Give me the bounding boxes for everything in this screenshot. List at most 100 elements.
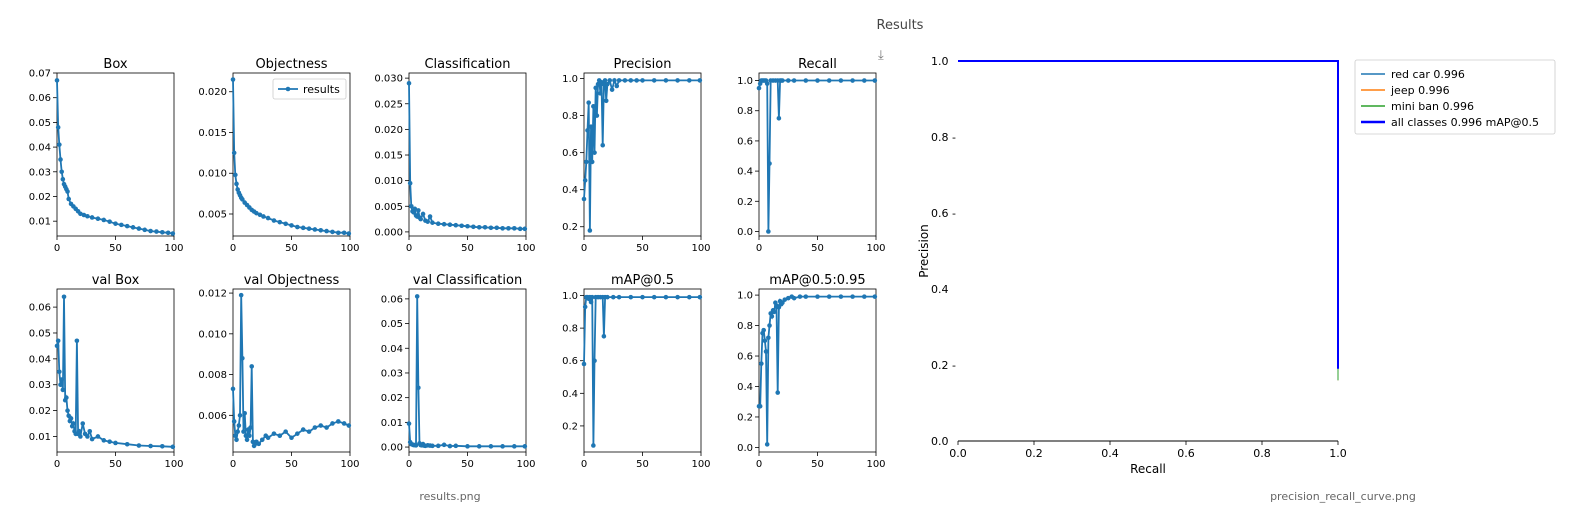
data-point	[271, 218, 277, 223]
data-point	[585, 128, 590, 133]
data-point	[622, 78, 628, 83]
data-point	[306, 429, 312, 434]
data-point	[254, 210, 259, 216]
data-point	[136, 443, 142, 448]
data-point	[59, 377, 64, 382]
pr-x-tick-label: 0.4	[1101, 447, 1119, 460]
data-point	[482, 224, 488, 230]
y-tick-label: 0.03	[381, 368, 403, 379]
data-point	[119, 222, 124, 228]
data-point	[838, 78, 844, 83]
data-point	[341, 421, 347, 426]
x-tick-label: 50	[811, 459, 824, 470]
data-point	[581, 196, 587, 202]
x-tick-label: 50	[636, 459, 649, 470]
y-tick-label: 1.0	[562, 291, 578, 302]
pr-y-axis-label: Precision	[917, 224, 931, 278]
data-point	[614, 83, 620, 89]
data-point	[59, 169, 64, 175]
data-point	[815, 294, 820, 299]
x-tick-label: 50	[811, 243, 824, 254]
data-point	[265, 435, 271, 441]
data-point	[89, 436, 95, 442]
data-point	[324, 425, 329, 430]
data-point	[767, 323, 772, 328]
axes-frame	[758, 72, 877, 237]
data-point	[407, 180, 413, 186]
data-point	[261, 214, 266, 219]
data-point	[406, 421, 412, 426]
data-point	[609, 87, 615, 92]
legend-marker	[285, 86, 291, 92]
data-point	[165, 230, 171, 236]
axes-frame	[56, 72, 175, 237]
subplot-title: Classification	[424, 57, 510, 72]
data-point	[687, 78, 692, 83]
data-point	[453, 443, 459, 449]
data-point	[249, 364, 255, 369]
data-point	[447, 443, 453, 449]
y-tick-label: 0.02	[381, 393, 403, 404]
x-tick-label: 0	[230, 459, 236, 470]
data-point	[592, 150, 597, 155]
series-line	[583, 294, 700, 446]
data-point	[101, 438, 107, 443]
data-point	[607, 78, 613, 83]
y-tick-label: 0.05	[29, 118, 51, 129]
series-line	[408, 83, 525, 230]
data-point	[230, 77, 236, 82]
data-point	[761, 327, 766, 333]
data-point	[60, 387, 66, 393]
data-point	[257, 212, 263, 218]
data-point	[581, 361, 587, 367]
data-point	[616, 294, 622, 300]
pr-legend-label: red car 0.996	[1391, 68, 1465, 81]
data-point	[283, 429, 288, 434]
data-point	[616, 78, 622, 83]
y-tick-label: 0.06	[381, 294, 403, 305]
data-point	[427, 214, 433, 219]
y-tick-label: 0.05	[381, 319, 403, 330]
data-point	[95, 434, 101, 439]
pr-legend-box	[1354, 59, 1556, 135]
y-tick-label: 1.0	[737, 291, 753, 302]
data-point	[160, 444, 165, 449]
data-point	[124, 223, 130, 229]
data-point	[430, 443, 435, 449]
data-point	[757, 403, 763, 409]
data-point	[476, 224, 482, 230]
download-icon[interactable]: ⤓	[878, 48, 884, 63]
data-point	[441, 442, 447, 448]
data-point	[640, 294, 645, 300]
x-tick-label: 0	[581, 459, 587, 470]
y-tick-label: 0.6	[562, 356, 578, 367]
data-point	[763, 349, 769, 354]
data-point	[336, 419, 341, 424]
data-point	[234, 437, 239, 443]
data-point	[769, 314, 775, 319]
data-point	[295, 431, 300, 436]
data-point	[60, 176, 66, 182]
data-point	[862, 294, 867, 299]
data-point	[591, 104, 596, 109]
y-tick-label: 0.04	[381, 344, 403, 355]
data-point	[170, 231, 176, 236]
axes-frame	[408, 288, 527, 453]
data-point	[233, 172, 238, 178]
data-point	[289, 223, 294, 228]
y-tick-label: 0.02	[29, 192, 51, 203]
y-tick-label: 1.0	[737, 76, 753, 87]
x-tick-label: 100	[164, 459, 183, 470]
data-point	[85, 213, 90, 219]
data-point	[640, 78, 645, 83]
y-tick-label: 0.4	[737, 167, 753, 178]
data-point	[605, 81, 610, 87]
data-point	[330, 421, 335, 426]
data-point	[435, 221, 441, 226]
y-tick-label: 0.4	[562, 389, 578, 400]
y-tick-label: 0.005	[198, 209, 227, 220]
x-tick-label: 100	[164, 243, 183, 254]
data-point	[594, 113, 600, 118]
pr-y-tick-label: 0.4	[931, 283, 949, 296]
y-tick-label: 0.8	[737, 321, 753, 332]
